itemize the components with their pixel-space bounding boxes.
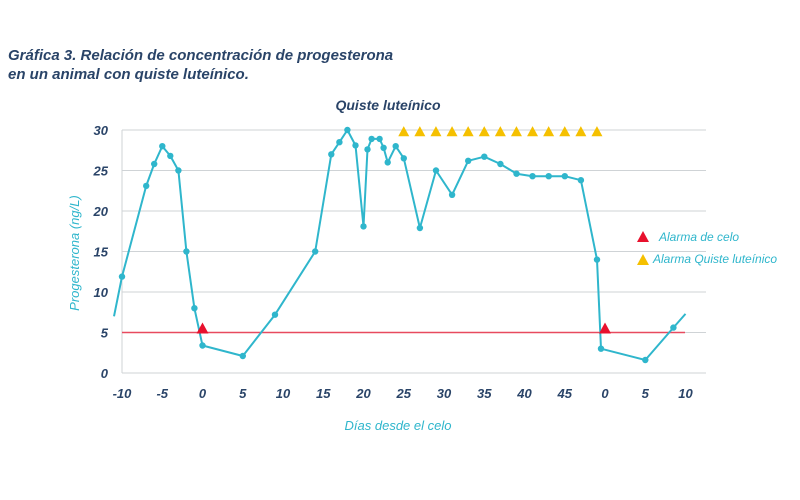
data-point <box>175 167 182 174</box>
data-point <box>481 153 488 160</box>
data-point <box>167 152 174 160</box>
data-point <box>328 151 335 158</box>
data-point <box>465 157 472 164</box>
alarm-celo-marker <box>196 322 209 334</box>
data-point <box>239 352 246 360</box>
alarm-quiste-marker <box>494 126 506 137</box>
data-point <box>364 146 371 153</box>
y-tick-label: 5 <box>101 326 109 341</box>
alarm-quiste-marker <box>575 126 587 137</box>
x-tick-label: 10 <box>276 386 291 401</box>
alarm-quiste-marker <box>559 126 571 137</box>
data-point <box>384 159 391 166</box>
data-point <box>199 342 206 349</box>
alarm-quiste-marker <box>462 126 474 137</box>
data-point <box>448 191 456 198</box>
y-tick-label: 25 <box>93 164 109 179</box>
x-tick-label: 10 <box>678 386 693 401</box>
y-axis-label: Progesterona (ng/L) <box>67 195 82 311</box>
y-tick-label: 0 <box>101 366 109 381</box>
data-point <box>593 256 601 263</box>
data-point <box>380 144 387 151</box>
y-tick-label: 15 <box>94 245 109 260</box>
data-point <box>513 170 520 177</box>
alarm-quiste-marker <box>446 126 458 137</box>
x-tick-label: -5 <box>156 386 168 401</box>
data-point <box>545 173 552 180</box>
data-point <box>312 248 319 255</box>
data-point <box>497 160 504 168</box>
series <box>113 126 687 364</box>
data-point <box>670 324 677 331</box>
grid <box>121 129 706 374</box>
alarm-quiste-marker <box>543 126 555 137</box>
x-tick-label: 5 <box>239 386 247 401</box>
alarm-quiste-marker <box>430 126 442 137</box>
data-point <box>597 345 605 352</box>
alarms <box>196 126 611 334</box>
alarm-quiste-marker <box>398 126 410 137</box>
x-tick-label: 0 <box>601 386 609 401</box>
figure-title: Gráfica 3. Relación de concentración de … <box>8 46 468 84</box>
x-tick-label: 20 <box>355 386 371 401</box>
y-tick-label: 30 <box>94 123 109 138</box>
data-point <box>432 167 440 174</box>
alarm-quiste-marker <box>478 126 490 137</box>
alarm-quiste-marker <box>414 126 426 137</box>
x-tick-label: 35 <box>477 386 492 401</box>
figure-title-line-1: Gráfica 3. Relación de concentración de … <box>8 47 394 64</box>
x-tick-label: 40 <box>516 386 532 401</box>
alarm-quiste-marker <box>591 126 603 137</box>
legend-marker-alarma-celo <box>637 231 649 242</box>
y-tick-label: 20 <box>93 204 109 219</box>
alarm-quiste-marker <box>527 126 539 137</box>
legend: Alarma de celo Alarma Quiste luteínico <box>637 230 777 266</box>
y-tick-label: 10 <box>94 285 109 300</box>
data-point <box>191 305 198 312</box>
x-tick-label: 15 <box>316 386 331 401</box>
data-point <box>159 143 166 150</box>
data-point <box>118 273 126 280</box>
data-point <box>400 155 407 162</box>
x-tick-labels: -10 -5 0 5 10 15 20 25 30 35 40 45 0 5 10 <box>113 386 694 401</box>
y-tick-labels: 0 5 10 15 20 25 30 <box>93 123 109 381</box>
data-point <box>368 135 375 143</box>
legend-label-alarma-quiste: Alarma Quiste luteínico <box>652 252 777 266</box>
x-tick-label: 45 <box>557 386 573 401</box>
x-tick-label: 5 <box>642 386 650 401</box>
data-point <box>642 356 649 364</box>
data-point <box>183 248 190 255</box>
data-point <box>561 173 568 180</box>
chart-title: Quiste luteínico <box>335 97 440 113</box>
x-tick-label: 30 <box>437 386 452 401</box>
data-point <box>352 142 359 149</box>
figure-title-line-2: en un animal con quiste luteínico. <box>8 66 249 83</box>
x-tick-label: 25 <box>396 386 412 401</box>
legend-marker-alarma-quiste <box>637 254 649 265</box>
data-point <box>336 139 343 146</box>
x-tick-label: -10 <box>113 386 133 401</box>
legend-label-alarma-celo: Alarma de celo <box>658 230 739 244</box>
data-point <box>271 311 279 318</box>
series-line <box>113 129 687 361</box>
data-point <box>344 126 351 134</box>
data-point <box>360 223 367 230</box>
x-axis-label: Días desde el celo <box>345 418 452 433</box>
data-point <box>529 173 536 180</box>
data-point <box>143 182 150 190</box>
data-point <box>416 224 424 232</box>
alarm-quiste-marker <box>510 126 522 137</box>
data-point <box>151 160 158 168</box>
data-point <box>376 135 383 143</box>
x-tick-label: 0 <box>199 386 207 401</box>
data-point <box>577 177 585 184</box>
alarm-celo-marker <box>599 322 611 334</box>
data-point <box>392 143 399 150</box>
